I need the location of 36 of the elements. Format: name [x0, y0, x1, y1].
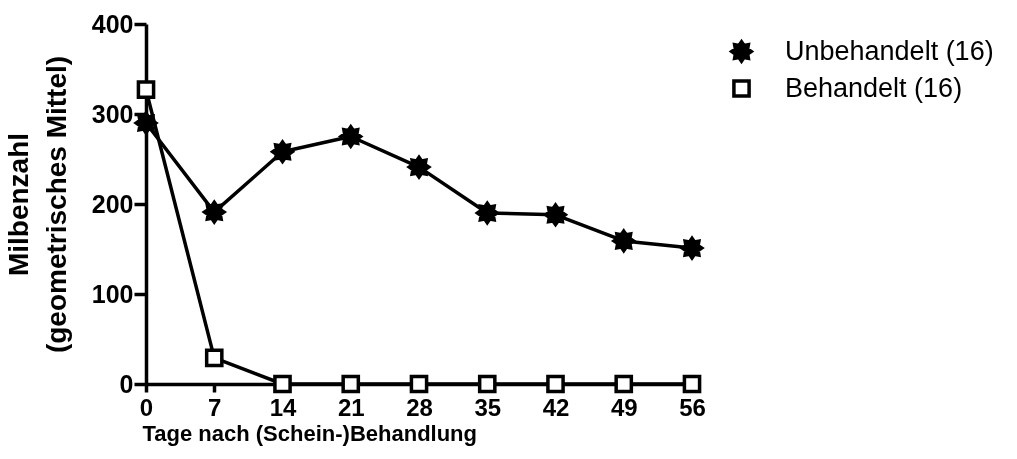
x-tick-label: 42 — [542, 393, 570, 421]
point — [680, 236, 704, 260]
point — [202, 200, 226, 224]
y-tick-label: 0 — [119, 369, 134, 398]
x-tick-label: 49 — [610, 393, 638, 421]
x-axis-title: Tage nach (Schein-)Behandlung — [142, 420, 478, 446]
point — [614, 374, 634, 394]
point — [682, 374, 702, 394]
x-tick-label: 0 — [139, 393, 154, 421]
point — [339, 125, 363, 148]
y-tick-label: 400 — [91, 9, 134, 38]
x-tick-label: 21 — [337, 393, 365, 421]
point — [341, 374, 361, 394]
x-tick-label: 14 — [269, 393, 297, 421]
point — [546, 374, 565, 394]
x-tick-label: 7 — [208, 393, 222, 421]
y-tick-label: 200 — [91, 189, 134, 218]
point — [273, 374, 292, 394]
point — [475, 201, 499, 225]
point — [134, 111, 158, 135]
point — [544, 203, 567, 227]
point — [204, 348, 224, 368]
x-tick-label: 56 — [679, 393, 706, 421]
x-tick-label: 35 — [474, 393, 502, 421]
y-axis-title: Milbenzahl (geometrisches Mittel) — [2, 55, 72, 354]
point — [612, 229, 636, 253]
x-tick-label: 28 — [406, 393, 433, 421]
point — [477, 374, 497, 394]
legend-label: Behandelt (16) — [785, 72, 963, 103]
point — [136, 80, 156, 100]
point — [409, 374, 429, 394]
point — [271, 140, 294, 164]
y-tick-label: 300 — [91, 99, 134, 128]
point — [407, 155, 431, 179]
y-tick-label: 100 — [91, 279, 134, 308]
legend-label: Unbehandelt (16) — [785, 35, 994, 66]
